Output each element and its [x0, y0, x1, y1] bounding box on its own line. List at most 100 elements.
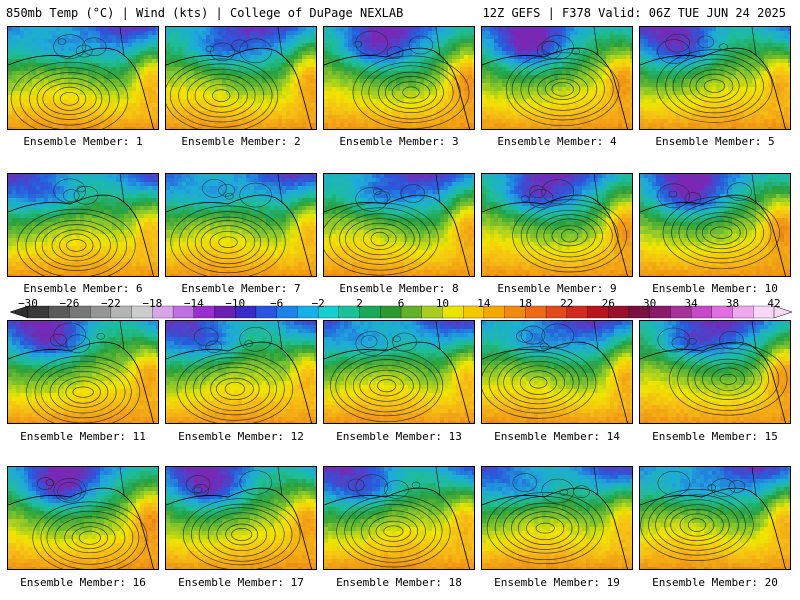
coastline	[640, 47, 786, 129]
ensemble-member-label: Ensemble Member: 19	[479, 576, 635, 589]
colorbar-high-arrow	[773, 305, 792, 319]
temperature-field	[482, 467, 632, 569]
temperature-colorbar	[10, 305, 792, 319]
ensemble-member-label: Ensemble Member: 16	[5, 576, 161, 589]
coastline	[166, 194, 312, 276]
colorbar-tick-label: −30	[18, 297, 38, 310]
ensemble-member-label: Ensemble Member: 8	[321, 282, 477, 295]
ensemble-member-label: Ensemble Member: 14	[479, 430, 635, 443]
temperature-field	[8, 174, 158, 276]
ensemble-member-label: Ensemble Member: 2	[163, 135, 319, 148]
coastline	[640, 487, 786, 569]
ensemble-member-label: Ensemble Member: 1	[5, 135, 161, 148]
ensemble-member-label: Ensemble Member: 13	[321, 430, 477, 443]
coastline	[324, 194, 470, 276]
colorbar-tick-label: −14	[184, 297, 204, 310]
temperature-field	[8, 27, 158, 129]
coastline	[324, 341, 470, 423]
temperature-field	[482, 27, 632, 129]
colorbar-tick-label: 34	[684, 297, 697, 310]
colorbar-tick-label: 2	[356, 297, 363, 310]
colorbar-tick-label: 18	[519, 297, 532, 310]
ensemble-map-panel	[165, 173, 317, 277]
temperature-field	[482, 174, 632, 276]
ensemble-map-panel	[165, 466, 317, 570]
ensemble-member-label: Ensemble Member: 10	[637, 282, 793, 295]
colorbar-tick-label: −22	[101, 297, 121, 310]
model-valid-time: 12Z GEFS | F378 Valid: 06Z TUE JUN 24 20…	[483, 6, 786, 20]
colorbar-tick-label: −10	[225, 297, 245, 310]
ensemble-member-label: Ensemble Member: 20	[637, 576, 793, 589]
ensemble-map-panel	[639, 320, 791, 424]
ensemble-map-panel	[165, 320, 317, 424]
coastline	[482, 341, 628, 423]
temperature-field	[166, 174, 316, 276]
temperature-field	[640, 174, 790, 276]
colorbar-tick-label: 10	[436, 297, 449, 310]
coastline	[482, 194, 628, 276]
ensemble-map-panel	[639, 466, 791, 570]
coastline	[482, 47, 628, 129]
temperature-field	[324, 174, 474, 276]
ensemble-map-panel	[7, 173, 159, 277]
ensemble-member-label: Ensemble Member: 11	[5, 430, 161, 443]
colorbar-tick-label: 26	[602, 297, 615, 310]
colorbar-tick-label: 38	[726, 297, 739, 310]
ensemble-map-panel	[481, 173, 633, 277]
temperature-field	[640, 27, 790, 129]
ensemble-member-label: Ensemble Member: 6	[5, 282, 161, 295]
ensemble-map-panel	[481, 320, 633, 424]
temperature-field	[166, 467, 316, 569]
ensemble-member-label: Ensemble Member: 3	[321, 135, 477, 148]
ensemble-map-panel	[323, 320, 475, 424]
ensemble-map-panel	[639, 26, 791, 130]
ensemble-map-panel	[323, 26, 475, 130]
colorbar-tick-label: −18	[142, 297, 162, 310]
colorbar-tick-label: 42	[767, 297, 780, 310]
coastline	[8, 487, 154, 569]
temperature-field	[482, 321, 632, 423]
coastline	[166, 47, 312, 129]
coastline	[166, 341, 312, 423]
ensemble-member-label: Ensemble Member: 17	[163, 576, 319, 589]
ensemble-map-panel	[7, 466, 159, 570]
coastline	[8, 47, 154, 129]
temperature-field	[8, 467, 158, 569]
ensemble-member-label: Ensemble Member: 4	[479, 135, 635, 148]
coastline	[640, 194, 786, 276]
ensemble-member-label: Ensemble Member: 15	[637, 430, 793, 443]
temperature-field	[324, 27, 474, 129]
coastline	[166, 487, 312, 569]
ensemble-member-label: Ensemble Member: 9	[479, 282, 635, 295]
ensemble-map-panel	[481, 26, 633, 130]
ensemble-map-panel	[323, 173, 475, 277]
colorbar-tick-label: −6	[270, 297, 283, 310]
coastline	[8, 194, 154, 276]
ensemble-map-panel	[481, 466, 633, 570]
ensemble-map-panel	[323, 466, 475, 570]
temperature-field	[640, 321, 790, 423]
colorbar-tick-label: 14	[477, 297, 490, 310]
colorbar-tick-label: 30	[643, 297, 656, 310]
ensemble-member-label: Ensemble Member: 5	[637, 135, 793, 148]
colorbar-tick-label: −2	[311, 297, 324, 310]
coastline	[324, 47, 470, 129]
colorbar-tick-label: 22	[560, 297, 573, 310]
ensemble-map-panel	[639, 173, 791, 277]
ensemble-member-label: Ensemble Member: 18	[321, 576, 477, 589]
coastline	[324, 487, 470, 569]
temperature-field	[324, 321, 474, 423]
coastline	[482, 487, 628, 569]
ensemble-map-panel	[7, 26, 159, 130]
ensemble-member-label: Ensemble Member: 12	[163, 430, 319, 443]
map-title: 850mb Temp (°C) | Wind (kts) | College o…	[6, 6, 403, 20]
colorbar-tick-label: 6	[398, 297, 405, 310]
ensemble-map-panel	[7, 320, 159, 424]
temperature-field	[166, 321, 316, 423]
temperature-field	[324, 467, 474, 569]
ensemble-map-panel	[165, 26, 317, 130]
coastline	[640, 341, 786, 423]
temperature-field	[640, 467, 790, 569]
temperature-field	[166, 27, 316, 129]
coastline	[8, 341, 154, 423]
